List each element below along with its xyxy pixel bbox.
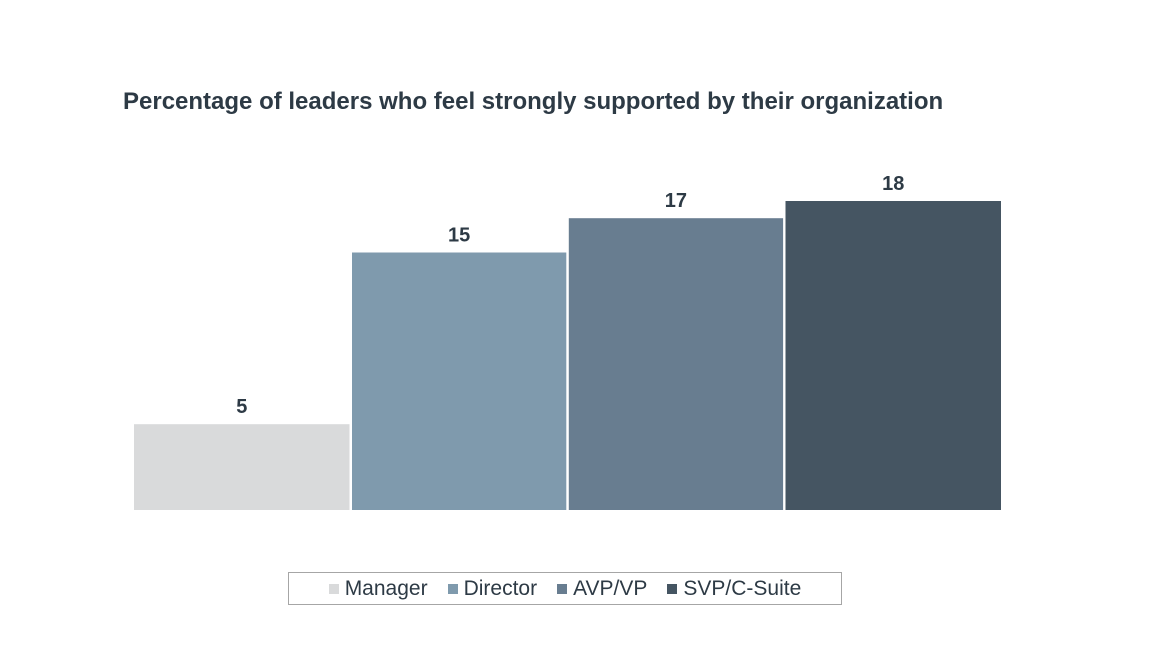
legend-swatch-manager [328,583,339,594]
bars-group [134,201,1001,510]
legend-item-avp-vp: AVP/VP [557,577,647,601]
legend-label-avp-vp: AVP/VP [573,576,648,600]
data-label-director: 15 [448,225,470,247]
legend-label-manager: Manager [344,576,428,600]
chart-title: Percentage of leaders who feel strongly … [123,88,944,115]
data-label-manager: 5 [236,396,247,418]
bar-svp-c-suite [785,201,1001,510]
bar-director [352,252,567,510]
bar-manager [134,424,350,510]
data-label-avp-vp: 17 [665,190,687,212]
legend-swatch-avp-vp [557,583,568,594]
legend-label-svp-c-suite: SVP/C-Suite [683,576,802,600]
chart-legend: Manager Director AVP/VP SVP/C-Suite [288,572,842,605]
legend-item-svp-c-suite: SVP/C-Suite [667,577,801,601]
legend-item-director: Director [447,576,538,601]
legend-item-manager: Manager [328,576,428,601]
legend-swatch-svp-c-suite [667,583,678,594]
legend-label-director: Director [463,576,538,600]
bar-avp-vp [568,218,784,510]
legend-swatch-director [447,583,458,594]
data-label-svp-c-suite: 18 [882,173,904,195]
data-labels-group: 5 15 17 18 [236,173,904,418]
